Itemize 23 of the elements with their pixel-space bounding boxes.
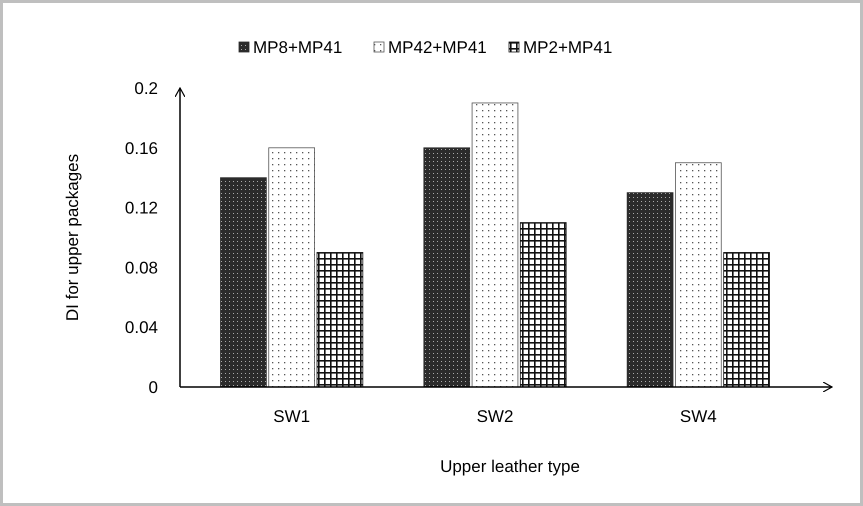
bar <box>723 252 770 388</box>
y-tick-label: 0.08 <box>124 258 158 278</box>
y-tick-label: 0.04 <box>124 318 158 338</box>
x-tick-label: SW4 <box>680 407 717 426</box>
x-tick-label: SW2 <box>476 407 514 426</box>
bar <box>316 252 364 388</box>
bar <box>675 162 722 388</box>
bar <box>423 147 470 388</box>
bar <box>472 102 518 388</box>
x-axis-title: Upper leather type <box>440 457 580 476</box>
y-tick-label: 0 <box>148 378 158 397</box>
legend-label: MP42+MP41 <box>388 38 487 57</box>
y-tick-label: 0.12 <box>124 198 158 218</box>
legend-label: MP8+MP41 <box>253 38 342 57</box>
bar <box>626 192 674 388</box>
y-tick-label: 0.2 <box>134 78 158 98</box>
y-tick-label: 0.16 <box>124 138 158 158</box>
y-axis-title: DI for upper packages <box>63 154 82 322</box>
bar <box>220 177 267 388</box>
bar <box>520 222 567 388</box>
x-tick-label: SW1 <box>273 407 310 426</box>
bar <box>268 147 315 388</box>
legend-label: MP2+MP41 <box>523 38 612 57</box>
